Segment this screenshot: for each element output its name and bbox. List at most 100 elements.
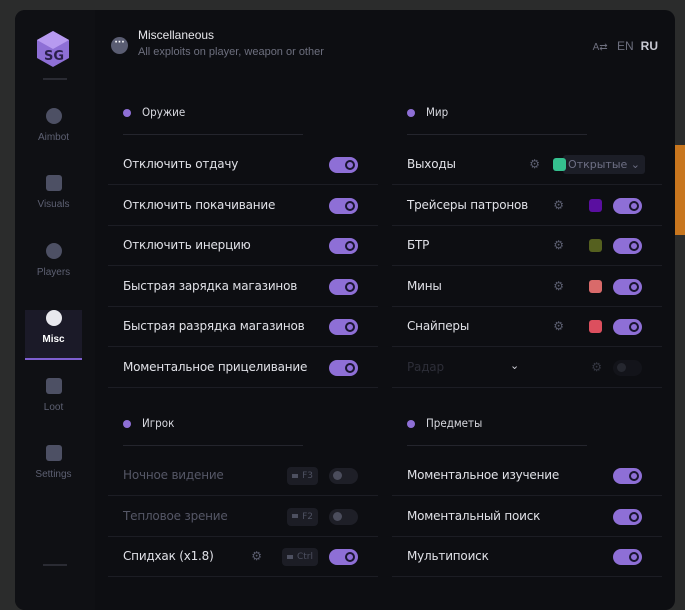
setting-label: Мультипоиск <box>407 549 489 564</box>
setting-row: Тепловое зрение F2 <box>108 497 378 537</box>
language-switcher: A⇄ EN RU <box>587 39 658 53</box>
color-swatch[interactable] <box>589 198 602 212</box>
setting-row: Ночное видение F3 <box>108 456 378 496</box>
setting-label: Ночное видение <box>123 468 224 482</box>
setting-label: Быстрая зарядка магазинов <box>123 278 298 293</box>
toggle-switch[interactable] <box>329 468 358 484</box>
setting-row: Быстрая зарядка магазинов <box>108 267 378 307</box>
setting-label: Отключить покачивание <box>123 197 276 212</box>
gear-icon[interactable]: ⚙ <box>591 360 602 374</box>
toggle-switch[interactable] <box>613 278 642 295</box>
toggle-switch[interactable] <box>613 549 642 566</box>
toggle-switch[interactable] <box>329 549 358 566</box>
setting-label: Тепловое зрение <box>123 508 228 523</box>
setting-row: Трейсеры патронов ⚙ <box>392 186 662 226</box>
setting-row: Моментальное прицеливание <box>108 348 378 388</box>
toggle-switch[interactable] <box>613 468 642 484</box>
sidebar-item-visuals[interactable]: Visuals <box>25 175 82 225</box>
keybind-button[interactable]: Ctrl <box>281 548 318 567</box>
toggle-switch[interactable] <box>329 319 358 336</box>
color-swatch[interactable] <box>553 158 566 171</box>
app-window: SG Aimbot Visuals Players Misc Loot Settings … <box>15 10 675 610</box>
gear-icon[interactable]: ⚙ <box>529 157 540 171</box>
setting-label: Отключить инерцию <box>123 238 251 253</box>
color-swatch[interactable] <box>589 320 602 334</box>
toggle-switch[interactable] <box>329 360 358 376</box>
gear-icon <box>123 108 131 117</box>
chevron-down-icon[interactable]: ⌄ <box>510 359 520 372</box>
sidebar: SG Aimbot Visuals Players Misc Loot Settings <box>15 10 95 610</box>
setting-row: Спидхак (x1.8) Ctrl ⚙ <box>108 537 378 578</box>
background-game <box>672 145 685 235</box>
gear-icon[interactable]: ⚙ <box>553 197 564 212</box>
keybind-label: Ctrl <box>296 552 313 563</box>
setting-label: Быстрая разрядка магазинов <box>123 319 305 334</box>
chevron-down-icon: ⌄ <box>627 158 640 171</box>
toggle-switch[interactable] <box>329 508 358 525</box>
setting-row: Быстрая разрядка магазинов <box>108 307 378 348</box>
dropdown-select[interactable]: Открытые ⌄ <box>563 155 645 174</box>
sidebar-item-label: Misc <box>42 334 65 345</box>
lang-ru[interactable]: RU <box>640 39 658 53</box>
setting-row: Моментальное изучение <box>392 456 662 496</box>
setting-row: Моментальный поиск <box>392 497 662 537</box>
gear-icon[interactable]: ⚙ <box>553 278 564 293</box>
keybind-button[interactable]: F2 <box>287 507 318 526</box>
gear-icon[interactable]: ⚙ <box>251 549 262 564</box>
toggle-switch[interactable] <box>613 508 642 525</box>
setting-label: Трейсеры патронов <box>407 197 529 212</box>
toggle-switch[interactable] <box>613 360 642 376</box>
sidebar-item-aimbot[interactable]: Aimbot <box>25 108 82 158</box>
section-divider <box>123 134 303 135</box>
toggle-switch[interactable] <box>613 319 642 336</box>
setting-label: Выходы <box>407 157 456 171</box>
section-title-text: Предметы <box>426 416 483 430</box>
sidebar-item-label: Loot <box>43 402 64 413</box>
section-title-text: Игрок <box>142 416 175 430</box>
dropdown-value: Открытые <box>568 158 628 171</box>
sidebar-divider <box>43 78 67 80</box>
svg-text:SG: SG <box>44 49 64 64</box>
vr-goggles-icon <box>45 175 62 191</box>
sidebar-item-players[interactable]: Players <box>25 243 82 293</box>
keybind-label: F2 <box>302 511 313 522</box>
ghost-icon <box>407 419 415 428</box>
section-divider <box>123 445 303 446</box>
setting-label: БТР <box>407 238 430 253</box>
section-title: Предметы <box>407 416 482 430</box>
color-swatch[interactable] <box>589 239 602 253</box>
toggle-switch[interactable] <box>329 278 358 295</box>
alien-icon <box>45 108 62 124</box>
sidebar-item-label: Settings <box>35 469 72 480</box>
setting-label: Моментальное прицеливание <box>123 360 308 374</box>
setting-label: Мины <box>407 278 442 293</box>
lang-en[interactable]: EN <box>616 39 634 53</box>
setting-row: БТР ⚙ <box>392 226 662 267</box>
gear-icon <box>123 419 131 428</box>
section-title-text: Оружие <box>142 105 186 119</box>
toggle-switch[interactable] <box>329 197 358 214</box>
section-title: Игрок <box>123 416 174 430</box>
color-swatch[interactable] <box>589 279 602 293</box>
setting-row: Радар ⚙ ⌄ <box>392 348 662 388</box>
setting-row: Отключить покачивание <box>108 186 378 226</box>
gear-icon[interactable]: ⚙ <box>553 238 564 253</box>
sidebar-item-misc[interactable]: Misc <box>25 310 82 360</box>
list-icon <box>45 445 62 461</box>
gear-icon[interactable]: ⚙ <box>553 319 564 334</box>
setting-label: Радар <box>407 360 444 374</box>
setting-label: Снайперы <box>407 319 470 334</box>
briefcase-icon <box>45 378 62 394</box>
toggle-switch[interactable] <box>613 197 642 214</box>
sidebar-item-loot[interactable]: Loot <box>25 378 82 428</box>
toggle-switch[interactable] <box>329 157 358 173</box>
section-divider <box>407 134 587 135</box>
setting-label: Моментальный поиск <box>407 508 541 523</box>
sidebar-item-settings[interactable]: Settings <box>25 445 82 495</box>
keybind-button[interactable]: F3 <box>287 467 318 485</box>
sidebar-divider <box>43 564 67 566</box>
toggle-switch[interactable] <box>329 238 358 255</box>
translate-icon: A⇄ <box>592 42 608 53</box>
toggle-switch[interactable] <box>613 238 642 255</box>
keybind-label: F3 <box>302 471 313 481</box>
